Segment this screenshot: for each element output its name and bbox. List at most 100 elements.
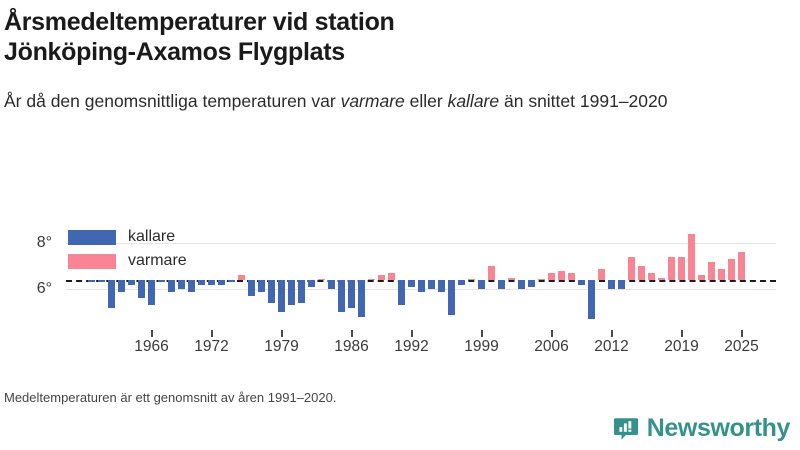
bar-2021[interactable] xyxy=(698,275,705,280)
bar-1970[interactable] xyxy=(188,280,195,292)
bar-2012[interactable] xyxy=(608,280,615,290)
bar-1974[interactable] xyxy=(228,280,235,283)
bar-2018[interactable] xyxy=(668,257,675,280)
y-tick-label-8: 8° xyxy=(36,234,52,251)
bar-1980[interactable] xyxy=(288,280,295,306)
chart-subtitle: År då den genomsnittliga temperaturen va… xyxy=(4,89,764,114)
bar-2013[interactable] xyxy=(618,280,625,290)
bar-1981[interactable] xyxy=(298,280,305,303)
x-tick-2012 xyxy=(610,330,613,337)
bar-1999[interactable] xyxy=(478,280,485,290)
legend-item-kallare[interactable]: kallare xyxy=(68,228,187,246)
x-axis: 1966 1972 1979 1986 1992 1999 2006 2012 2019 2025 xyxy=(0,330,800,364)
bar-2006[interactable] xyxy=(548,273,555,280)
bar-2000[interactable] xyxy=(488,266,495,280)
x-tick-label-1992: 1992 xyxy=(394,338,429,355)
bar-1972[interactable] xyxy=(208,280,215,285)
legend-swatch-cold-icon xyxy=(68,229,116,245)
bar-2011[interactable] xyxy=(598,268,605,280)
bar-2003[interactable] xyxy=(518,280,525,290)
bar-2016[interactable] xyxy=(648,273,655,280)
bar-1988[interactable] xyxy=(368,278,375,280)
bar-1973[interactable] xyxy=(218,280,225,285)
x-tick-1999 xyxy=(480,330,483,337)
x-tick-1986 xyxy=(350,330,353,337)
bar-2001[interactable] xyxy=(498,280,505,290)
bar-1977[interactable] xyxy=(258,280,265,292)
bar-1975[interactable] xyxy=(238,275,245,280)
bar-1995[interactable] xyxy=(438,280,445,292)
bar-1961[interactable] xyxy=(98,280,105,283)
bar-1960[interactable] xyxy=(88,280,95,283)
bar-2020[interactable] xyxy=(688,234,695,280)
bar-1976[interactable] xyxy=(248,280,255,297)
bar-2014[interactable] xyxy=(628,257,635,280)
subtitle-emphasis-varmare: varmare xyxy=(340,91,405,111)
bar-2022[interactable] xyxy=(708,261,715,280)
bar-1993[interactable] xyxy=(418,280,425,292)
bar-1998[interactable] xyxy=(468,278,475,280)
bar-1968[interactable] xyxy=(168,280,175,292)
bar-1991[interactable] xyxy=(398,280,405,306)
bar-2024[interactable] xyxy=(728,259,735,280)
bar-1996[interactable] xyxy=(448,280,455,315)
bar-1964[interactable] xyxy=(128,280,135,285)
bar-2009[interactable] xyxy=(578,280,585,285)
bar-1978[interactable] xyxy=(268,280,275,303)
bar-2002[interactable] xyxy=(508,277,515,280)
brand-logo: Newsworthy xyxy=(613,414,791,443)
bar-1987[interactable] xyxy=(358,280,365,317)
legend-swatch-warm-icon xyxy=(68,253,116,269)
bar-1997[interactable] xyxy=(458,280,465,285)
bar-1979[interactable] xyxy=(278,280,285,313)
header: Årsmedeltemperaturer vid station Jönköpi… xyxy=(0,0,800,114)
legend-item-varmare[interactable]: varmare xyxy=(68,252,187,270)
bar-1985[interactable] xyxy=(338,280,345,313)
x-tick-1992 xyxy=(410,330,413,337)
chart-legend: kallare varmare xyxy=(68,228,187,276)
bar-1965[interactable] xyxy=(138,280,145,299)
bar-1992[interactable] xyxy=(408,280,415,287)
bar-1984[interactable] xyxy=(328,280,335,290)
page-title: Årsmedeltemperaturer vid station Jönköpi… xyxy=(4,8,395,66)
bar-1989[interactable] xyxy=(378,275,385,280)
bar-2019[interactable] xyxy=(678,257,685,280)
newsworthy-bar-chart-icon xyxy=(613,417,638,440)
bar-2010[interactable] xyxy=(588,280,595,320)
bar-2023[interactable] xyxy=(718,268,725,280)
bar-1986[interactable] xyxy=(348,280,355,308)
bar-series xyxy=(0,218,800,338)
gridline-8 xyxy=(66,243,776,244)
subtitle-text-1: År då den genomsnittliga temperaturen va… xyxy=(4,91,341,111)
bar-2007[interactable] xyxy=(558,270,565,280)
x-tick-1966 xyxy=(150,330,153,337)
brand-name: Newsworthy xyxy=(646,414,791,442)
bar-1971[interactable] xyxy=(198,280,205,285)
bar-1969[interactable] xyxy=(178,280,185,290)
bar-2005[interactable] xyxy=(538,278,545,280)
bar-1966[interactable] xyxy=(148,280,155,306)
subtitle-text-3: än snittet 1991–2020 xyxy=(499,91,668,111)
chart-plot-area: 8° 6° xyxy=(0,218,800,368)
bar-1967[interactable] xyxy=(158,280,165,283)
subtitle-emphasis-kallare: kallare xyxy=(447,91,500,111)
x-tick-label-2025: 2025 xyxy=(724,338,759,355)
x-tick-label-1972: 1972 xyxy=(194,338,229,355)
bar-2015[interactable] xyxy=(638,266,645,280)
bar-2025[interactable] xyxy=(738,252,745,280)
bar-1983[interactable] xyxy=(318,278,325,280)
bar-2008[interactable] xyxy=(568,273,575,280)
bar-2004[interactable] xyxy=(528,280,535,287)
x-tick-label-1966: 1966 xyxy=(134,338,169,355)
x-tick-1979 xyxy=(280,330,283,337)
bar-1962[interactable] xyxy=(108,280,115,308)
bar-1990[interactable] xyxy=(388,273,395,280)
x-tick-label-2012: 2012 xyxy=(594,338,629,355)
x-tick-2019 xyxy=(680,330,683,337)
bar-1994[interactable] xyxy=(428,280,435,290)
bar-1982[interactable] xyxy=(308,280,315,287)
bar-2017[interactable] xyxy=(658,277,665,280)
x-tick-label-1979: 1979 xyxy=(264,338,299,355)
x-tick-label-1999: 1999 xyxy=(464,338,499,355)
bar-1963[interactable] xyxy=(118,280,125,292)
